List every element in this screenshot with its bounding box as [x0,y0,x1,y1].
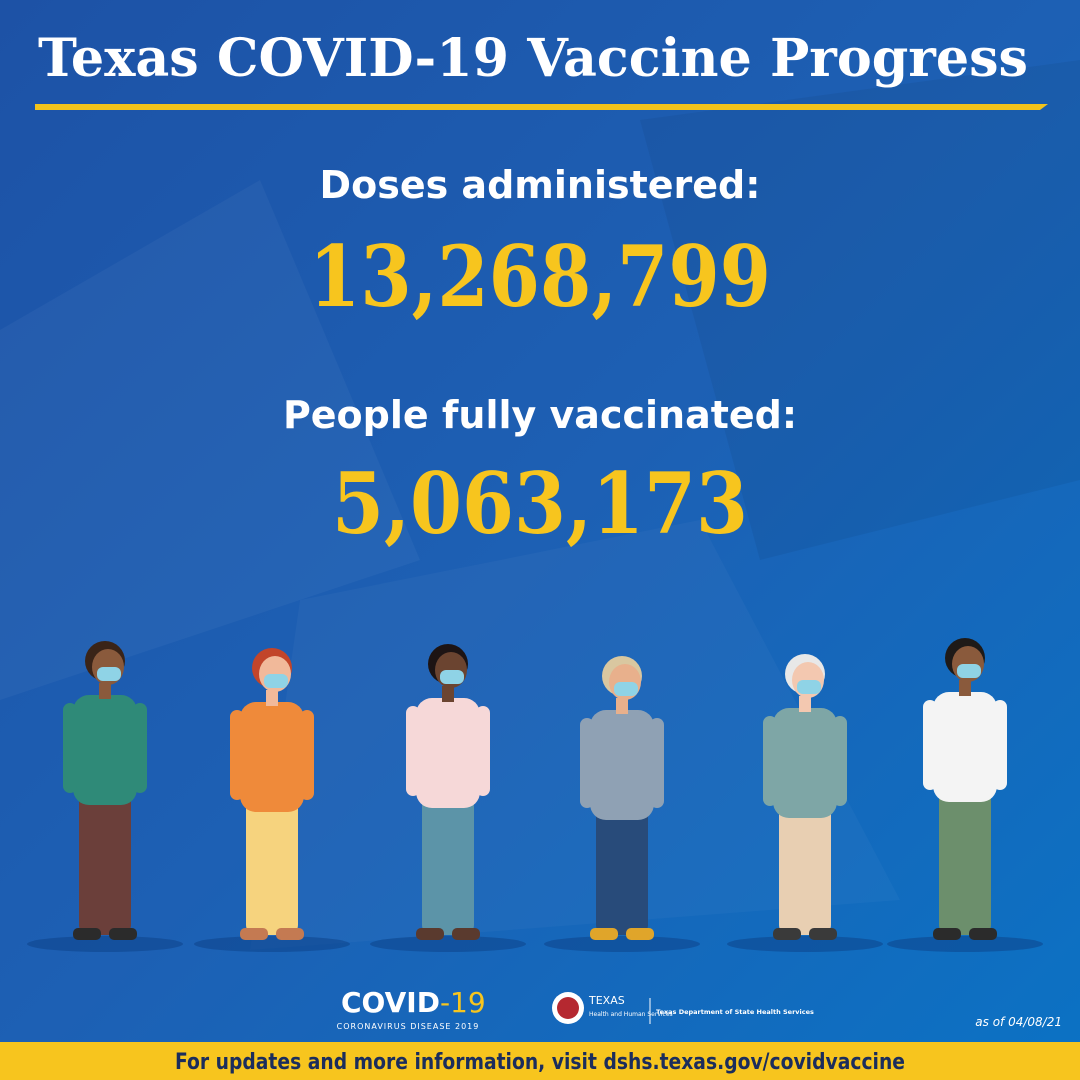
figure-neck [616,698,628,714]
figure-arm [300,710,314,800]
figure-mask [440,670,464,684]
as-of-date: as of 04/08/21 [975,1015,1062,1029]
figure-shoe [240,928,268,940]
figure-shoe [416,928,444,940]
figure-neck [99,683,111,699]
figure-shoe [452,928,480,940]
bg-facet [0,180,420,700]
figure-arm [650,718,664,808]
figure-mask [957,664,981,678]
figure-shoe [73,928,101,940]
figure-shadow [194,936,350,952]
people-illustration [27,638,1043,952]
figure-arm [63,703,77,793]
figure-torso [73,695,137,805]
figure-shoe [809,928,837,940]
figure-mask [97,667,121,681]
figure-torso [416,698,480,808]
footer-bar [0,1042,1080,1080]
figure-torso [933,692,997,802]
figure-arm [580,718,594,808]
figure-arm [476,706,490,796]
figure-arm [230,710,244,800]
figure-legs [422,790,474,935]
figure-legs [596,790,648,935]
figure-torso [240,702,304,812]
figure-arm [133,703,147,793]
figure-neck [799,696,811,712]
figure-mask [614,682,638,696]
covid-logo: COVID-19 [341,986,486,1019]
figure-arm [833,716,847,806]
footer-text: For updates and more information, visit … [175,1050,905,1075]
figure-legs [79,790,131,935]
figure-shoe [590,928,618,940]
figure-mask [797,680,821,694]
stat-label: Doses administered: [320,163,761,207]
figure-shoe [109,928,137,940]
figure-shoe [933,928,961,940]
figure-neck [959,680,971,696]
figure-arm [406,706,420,796]
figure-shoe [773,928,801,940]
figure-torso [590,710,654,820]
covid-logo-suffix: -19 [440,986,486,1019]
figure-torso [773,708,837,818]
figure-legs [246,790,298,935]
figure-legs [939,790,991,935]
figure-neck [442,686,454,702]
figure-arm [763,716,777,806]
figure-shoe [969,928,997,940]
dshs-name: Texas Department of State Health Service… [656,1008,814,1016]
figure-mask [264,674,288,688]
covid-logo-sub: CORONAVIRUS DISEASE 2019 [337,1022,480,1031]
bg-facet [640,60,1080,560]
figure-arm [923,700,937,790]
title: Texas COVID-19 Vaccine Progress [38,28,1028,89]
stat-value: 5,063,173 [332,454,748,553]
stat-label: People fully vaccinated: [283,393,797,437]
seal-inner [557,997,579,1019]
figure-neck [266,690,278,706]
hhs-texas: TEXAS [588,994,625,1007]
hhs-name: Health and Human Services [589,1011,673,1018]
title-underline [35,104,1048,110]
figure-arm [993,700,1007,790]
figure-shadow [727,936,883,952]
figure-shadow [887,936,1043,952]
stat-value: 13,268,799 [309,227,771,326]
figure-shadow [27,936,183,952]
figure-shoe [626,928,654,940]
figure-shadow [544,936,700,952]
covid-logo-word: COVID [341,986,440,1019]
figure-legs [779,790,831,935]
figure-shadow [370,936,526,952]
figure-shoe [276,928,304,940]
